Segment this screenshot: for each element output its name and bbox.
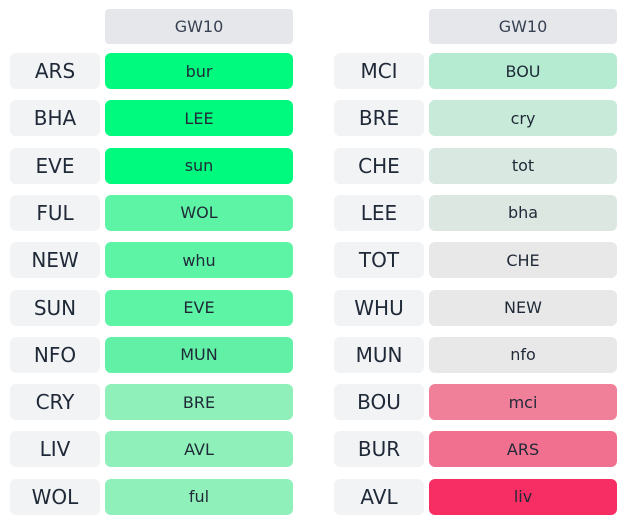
fixture: BOU bbox=[429, 53, 617, 89]
fixture: cry bbox=[429, 100, 617, 137]
fixture: bur bbox=[105, 53, 293, 89]
team-name: LIV bbox=[10, 431, 100, 468]
team-name: LEE bbox=[334, 194, 424, 231]
fixture: whu bbox=[105, 242, 293, 279]
team-name: EVE bbox=[10, 147, 100, 184]
fixture: WOL bbox=[105, 194, 293, 231]
fixture: liv bbox=[429, 478, 617, 515]
fixture: BRE bbox=[105, 384, 293, 421]
team-name: FUL bbox=[10, 194, 100, 231]
fixture: CHE bbox=[429, 242, 617, 279]
team-name: SUN bbox=[10, 289, 100, 326]
team-name: BOU bbox=[334, 384, 424, 421]
fixture: ARS bbox=[429, 431, 617, 468]
fixture: NEW bbox=[429, 289, 617, 326]
team-name: AVL bbox=[334, 478, 424, 515]
fixture: bha bbox=[429, 194, 617, 231]
team-name: NFO bbox=[10, 336, 100, 373]
team-name: WHU bbox=[334, 289, 424, 326]
team-name: CRY bbox=[10, 384, 100, 421]
team-name: WOL bbox=[10, 478, 100, 515]
fixture: LEE bbox=[105, 100, 293, 137]
fixture: EVE bbox=[105, 289, 293, 326]
fixture: sun bbox=[105, 147, 293, 184]
team-name: MUN bbox=[334, 336, 424, 373]
team-name: BUR bbox=[334, 431, 424, 468]
team-name: MCI bbox=[334, 53, 424, 89]
fixture: AVL bbox=[105, 431, 293, 468]
fixture: mci bbox=[429, 384, 617, 421]
team-name: BRE bbox=[334, 100, 424, 137]
fixture: ful bbox=[105, 478, 293, 515]
fixture: tot bbox=[429, 147, 617, 184]
team-name: BHA bbox=[10, 100, 100, 137]
fixture: MUN bbox=[105, 336, 293, 373]
gameweek-header: GW10 bbox=[105, 9, 293, 44]
team-name: ARS bbox=[10, 53, 100, 89]
team-name: NEW bbox=[10, 242, 100, 279]
team-name: CHE bbox=[334, 147, 424, 184]
gameweek-header: GW10 bbox=[429, 9, 617, 44]
team-name: TOT bbox=[334, 242, 424, 279]
fixture: nfo bbox=[429, 336, 617, 373]
